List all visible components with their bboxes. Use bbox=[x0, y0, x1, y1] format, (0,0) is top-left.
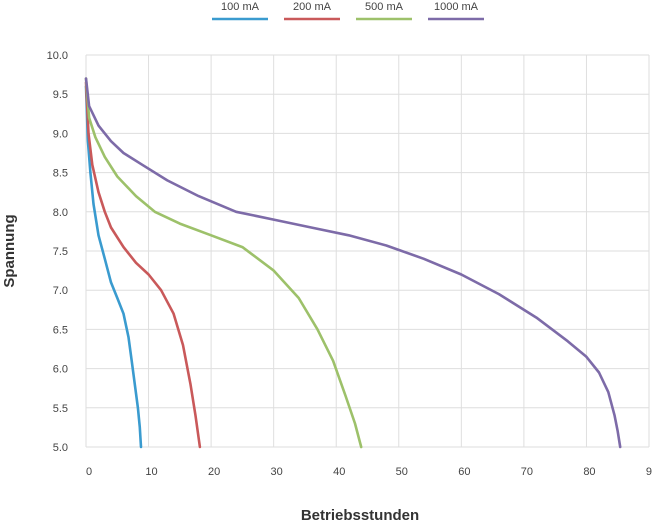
legend-item: 1000 mA bbox=[428, 1, 484, 21]
y-tick-label: 8.5 bbox=[53, 168, 68, 180]
y-tick-label: 5.0 bbox=[53, 442, 68, 454]
x-tick-label: 10 bbox=[145, 466, 157, 478]
grid bbox=[85, 54, 650, 448]
legend-item: 100 mA bbox=[212, 1, 268, 21]
x-tick-label: 70 bbox=[521, 466, 533, 478]
y-tick-label: 6.5 bbox=[53, 324, 68, 336]
x-axis-ticks: 0 10 20 30 40 50 60 70 80 90 bbox=[86, 466, 652, 478]
y-tick-label: 9.0 bbox=[53, 128, 68, 140]
y-axis-title: Spannung bbox=[1, 214, 18, 287]
x-tick-label: 30 bbox=[271, 466, 283, 478]
x-tick-label: 90 bbox=[646, 466, 652, 478]
x-tick-label: 80 bbox=[583, 466, 595, 478]
y-axis-ticks: 5.0 5.5 6.0 6.5 7.0 7.5 8.0 8.5 9.0 9.5 10.0 bbox=[47, 50, 68, 454]
series-line-1000ma bbox=[84, 77, 622, 449]
x-axis-title: Betriebsstunden bbox=[301, 507, 419, 521]
series-line-200ma bbox=[84, 81, 202, 449]
x-tick-label: 40 bbox=[333, 466, 345, 478]
legend-item: 200 mA bbox=[284, 1, 340, 21]
x-tick-label: 50 bbox=[396, 466, 408, 478]
legend: 100 mA 200 mA 500 mA 1000 mA bbox=[212, 1, 484, 21]
x-tick-label: 20 bbox=[208, 466, 220, 478]
legend-label: 500 mA bbox=[365, 1, 404, 13]
series-lines bbox=[84, 77, 622, 449]
y-tick-label: 7.0 bbox=[53, 285, 68, 297]
y-tick-label: 8.0 bbox=[53, 207, 68, 219]
y-tick-label: 5.5 bbox=[53, 403, 68, 415]
legend-label: 200 mA bbox=[293, 1, 332, 13]
series-line-100ma bbox=[84, 85, 143, 449]
y-tick-label: 7.5 bbox=[53, 246, 68, 258]
y-tick-label: 10.0 bbox=[47, 50, 68, 62]
legend-item: 500 mA bbox=[356, 1, 412, 21]
legend-label: 1000 mA bbox=[434, 1, 479, 13]
y-tick-label: 6.0 bbox=[53, 364, 68, 376]
legend-label: 100 mA bbox=[221, 1, 260, 13]
x-tick-label: 0 bbox=[86, 466, 92, 478]
y-tick-label: 9.5 bbox=[53, 89, 68, 101]
series-line-500ma bbox=[84, 77, 363, 449]
x-tick-label: 60 bbox=[458, 466, 470, 478]
